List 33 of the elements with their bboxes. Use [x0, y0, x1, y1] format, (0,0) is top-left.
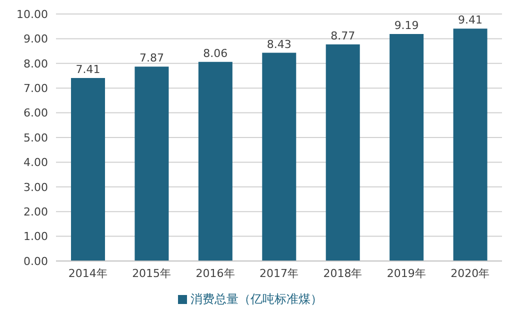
- bar: [71, 78, 105, 261]
- bar: [390, 34, 424, 261]
- x-tick-label: 2014年: [68, 266, 108, 280]
- bar: [326, 44, 360, 261]
- data-label: 7.41: [76, 62, 100, 76]
- y-tick-label: 0.00: [24, 254, 48, 268]
- y-tick-label: 6.00: [24, 106, 48, 120]
- x-tick-label: 2020年: [450, 266, 490, 280]
- bar: [134, 66, 169, 261]
- x-tick-label: 2015年: [132, 266, 172, 280]
- y-tick-label: 10.00: [16, 8, 48, 21]
- y-tick-label: 1.00: [24, 230, 48, 244]
- data-label: 8.06: [203, 46, 228, 60]
- y-tick-label: 9.00: [24, 32, 48, 46]
- y-tick-label: 3.00: [24, 180, 48, 194]
- data-label: 9.19: [394, 19, 419, 32]
- bar: [453, 28, 488, 261]
- x-tick-label: 2018年: [323, 266, 362, 280]
- y-tick-label: 7.00: [24, 82, 48, 96]
- legend-label: 消费总量（亿吨标准煤）: [190, 292, 322, 306]
- x-tick-label: 2017年: [260, 266, 298, 280]
- y-tick-label: 8.00: [24, 57, 48, 70]
- y-tick-label: 5.00: [24, 131, 48, 144]
- bar: [198, 62, 232, 261]
- data-label: 8.77: [330, 29, 356, 42]
- x-tick-label: 2016年: [196, 266, 235, 280]
- data-label: 9.41: [458, 14, 483, 27]
- y-tick-label: 4.00: [24, 156, 48, 170]
- data-label: 8.43: [266, 38, 292, 51]
- bar: [262, 52, 296, 261]
- data-label: 7.87: [139, 52, 164, 65]
- x-tick-label: 2019年: [386, 266, 426, 280]
- y-tick-label: 2.00: [24, 206, 48, 219]
